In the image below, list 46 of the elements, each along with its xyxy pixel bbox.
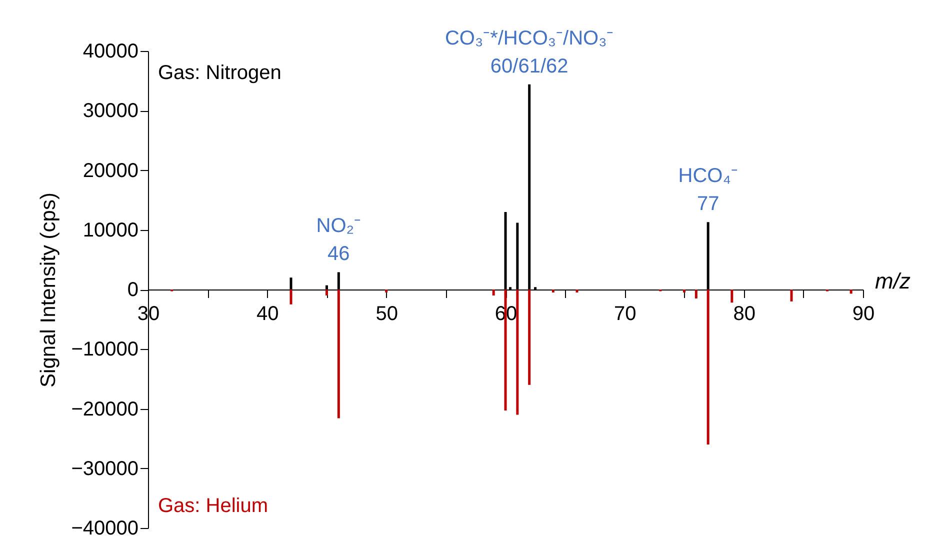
annotation: HCO₄⁻	[678, 165, 738, 188]
bar	[337, 272, 340, 290]
x-axis-title: m/z	[875, 268, 910, 294]
y-tick-label: 40000	[82, 40, 138, 62]
bar	[528, 84, 531, 290]
annotation: 60/61/62	[490, 55, 568, 78]
x-tick-label: 40	[256, 303, 279, 325]
x-tick-label: 90	[852, 303, 875, 325]
y-tick-label: 10000	[82, 219, 138, 242]
text: Gas: Nitrogen	[158, 62, 282, 84]
bar	[326, 290, 328, 296]
bar	[576, 290, 578, 292]
annotation: 46	[328, 243, 350, 266]
bar	[694, 290, 698, 298]
y-tick-label: 30000	[82, 100, 138, 122]
bar	[528, 290, 531, 385]
y-tick-label: −40000	[71, 518, 138, 537]
y-axis-title: Signal Intensity (cps)	[37, 192, 60, 388]
x-tick-label: 50	[376, 303, 398, 325]
bar	[552, 290, 554, 292]
annotation: NO₂⁻	[316, 215, 362, 238]
bar	[790, 290, 793, 302]
annotation: CO₃⁻*/HCO₃⁻/NO₃⁻	[444, 27, 614, 50]
bar	[326, 285, 328, 290]
y-tick-label: −10000	[71, 338, 138, 361]
bar	[290, 278, 292, 290]
bar	[516, 290, 519, 415]
bar	[337, 290, 340, 418]
text: Gas: Helium	[158, 495, 268, 517]
x-tick-label: 70	[614, 303, 636, 325]
y-tick-label: −20000	[71, 398, 138, 420]
bar	[850, 290, 852, 294]
y-tick-label: −30000	[71, 458, 138, 480]
annotation: 77	[696, 193, 720, 216]
bar	[516, 222, 519, 290]
bar	[290, 290, 292, 304]
y-tick-label: 0	[127, 279, 138, 301]
y-tick-label: 20000	[82, 160, 138, 182]
bar	[706, 290, 710, 445]
bar	[706, 222, 710, 290]
bar	[683, 290, 686, 292]
bar	[730, 290, 734, 303]
bar	[504, 212, 507, 290]
x-tick-label: 80	[733, 303, 756, 325]
bar	[492, 290, 495, 296]
bar	[385, 290, 388, 292]
